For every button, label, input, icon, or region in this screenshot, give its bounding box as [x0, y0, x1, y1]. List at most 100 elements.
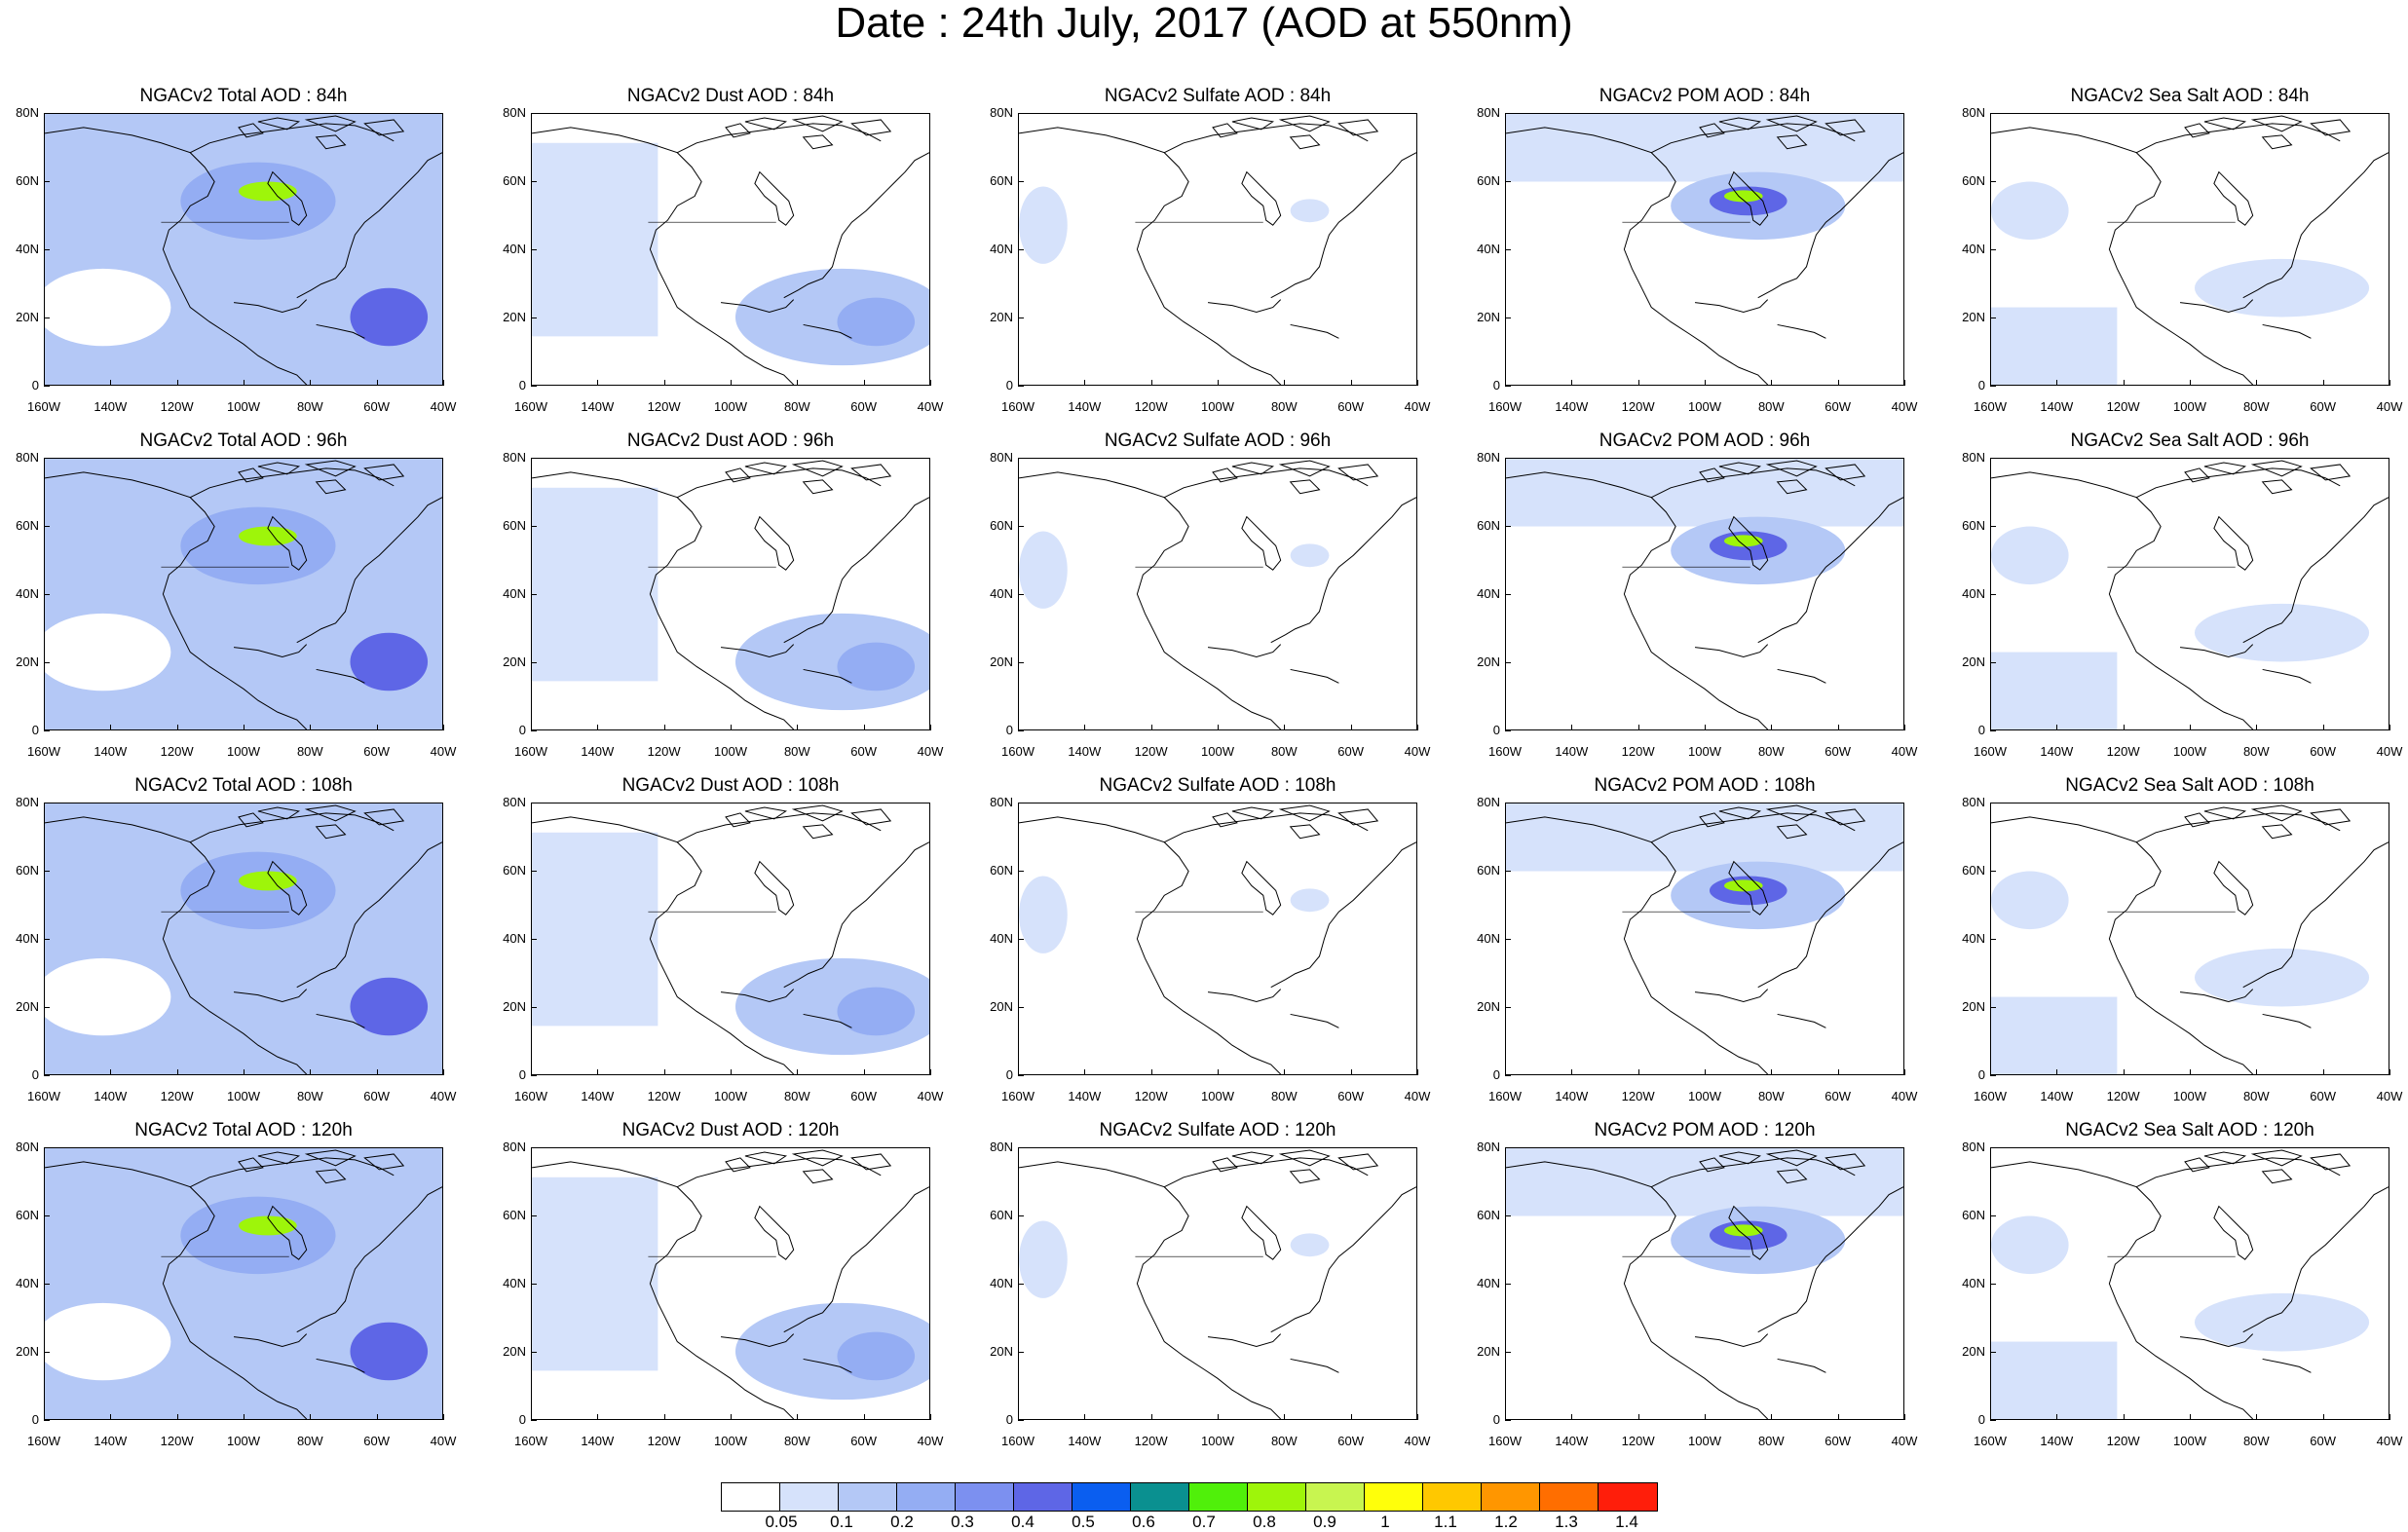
lon-tick	[2123, 1414, 2125, 1420]
lon-tick	[176, 1069, 178, 1075]
lat-tick-label: 40N	[1962, 931, 1985, 946]
aod-region	[239, 871, 297, 891]
lat-tick	[1018, 526, 1024, 527]
lon-tick-label: 140W	[2040, 1089, 2074, 1103]
lon-tick-label: 140W	[1555, 399, 1589, 414]
coastline	[1506, 812, 1903, 1074]
coastline	[238, 460, 405, 495]
lat-tick	[531, 871, 537, 872]
aod-region	[239, 526, 297, 546]
lat-tick	[531, 1284, 537, 1285]
lat-tick	[1018, 871, 1024, 872]
aod-region	[1991, 996, 2118, 1074]
coastline	[1991, 123, 2389, 385]
lat-tick-label: 20N	[1477, 999, 1500, 1014]
lon-tick	[1571, 1069, 1573, 1075]
lon-tick	[2190, 725, 2191, 730]
lat-tick	[44, 730, 50, 731]
aod-field	[1019, 115, 1416, 385]
coastline	[532, 812, 929, 1074]
lat-tick-label: 60N	[990, 173, 1013, 188]
colorbar-swatch	[1306, 1483, 1365, 1511]
aod-region	[1723, 1224, 1763, 1237]
lon-tick	[443, 1069, 444, 1075]
coastline	[238, 115, 405, 150]
lon-tick	[443, 725, 444, 730]
lon-tick	[1637, 380, 1639, 386]
aod-region	[1019, 186, 1068, 264]
lon-tick-label: 40W	[917, 1434, 944, 1448]
coastline	[1506, 123, 1903, 385]
lon-tick	[2123, 380, 2125, 386]
aod-region	[1506, 459, 1903, 527]
lat-tick-label: 60N	[990, 863, 1013, 878]
lon-tick-label: 140W	[581, 1434, 615, 1448]
lon-tick	[44, 1414, 45, 1420]
lon-tick-label: 160W	[27, 399, 60, 414]
lon-tick	[310, 1414, 312, 1420]
lat-tick-label: 80N	[990, 795, 1013, 809]
lon-tick	[930, 1414, 931, 1420]
aod-field	[1019, 1149, 1416, 1419]
lon-tick-label: 160W	[514, 1089, 547, 1103]
lat-tick	[531, 386, 537, 387]
lat-tick	[1990, 1284, 1996, 1285]
lon-tick-label: 40W	[430, 1089, 457, 1103]
coastline	[2184, 1149, 2352, 1184]
colorbar-label: 1.1	[1434, 1513, 1457, 1531]
lat-tick	[1990, 458, 1996, 459]
panel-title: NGACv2 Dust AOD : 108h	[621, 775, 840, 796]
lat-tick-label: 60N	[1477, 518, 1500, 533]
lon-tick-label: 100W	[1201, 744, 1234, 759]
lon-tick-label: 100W	[227, 1089, 260, 1103]
lon-tick	[1150, 380, 1152, 386]
aod-field	[1019, 460, 1416, 729]
aod-region	[350, 287, 429, 347]
lon-tick-label: 40W	[2376, 399, 2403, 414]
map-panel: NGACv2 Total AOD : 84h 80N 60N 40N 20N 0 160W 1…	[0, 86, 487, 430]
lat-tick-label: 20N	[1962, 310, 1985, 324]
lon-tick	[1084, 1069, 1086, 1075]
lat-tick-label: 0	[1492, 1067, 1500, 1082]
lat-tick	[1505, 871, 1511, 872]
lon-tick	[1771, 1414, 1773, 1420]
lon-tick	[731, 725, 732, 730]
lat-tick	[1990, 730, 1996, 731]
lon-tick	[1637, 725, 1639, 730]
lat-tick-label: 0	[1005, 723, 1013, 737]
map-frame	[1505, 1147, 1904, 1420]
lon-tick	[1505, 725, 1506, 730]
lon-tick	[1990, 725, 1991, 730]
lon-tick	[663, 1069, 665, 1075]
lon-tick	[2190, 1414, 2191, 1420]
lat-tick-label: 80N	[1962, 450, 1985, 465]
coastline	[725, 460, 892, 495]
lon-tick-label: 160W	[1001, 399, 1035, 414]
aod-region	[1991, 1341, 2118, 1419]
lon-tick	[1705, 1069, 1706, 1075]
lat-tick-label: 60N	[990, 1208, 1013, 1222]
lon-tick	[176, 725, 178, 730]
lat-tick-label: 80N	[503, 450, 526, 465]
lon-tick	[1990, 1414, 1991, 1420]
lat-tick	[1505, 1147, 1511, 1148]
lat-tick-label: 20N	[503, 999, 526, 1014]
lat-tick	[1505, 730, 1511, 731]
lon-tick	[531, 725, 532, 730]
lon-tick-label: 60W	[363, 1089, 391, 1103]
coastline	[1506, 467, 1903, 729]
lon-tick-label: 100W	[227, 744, 260, 759]
lat-tick-label: 40N	[503, 242, 526, 256]
lat-tick	[1990, 662, 1996, 663]
lon-tick	[1705, 1414, 1706, 1420]
aod-region	[45, 957, 171, 1036]
lon-tick-label: 140W	[1068, 399, 1102, 414]
lat-tick	[1018, 1215, 1024, 1216]
lon-tick	[1284, 380, 1286, 386]
lon-tick-label: 160W	[1974, 1089, 2007, 1103]
lat-tick-label: 80N	[990, 450, 1013, 465]
lat-tick	[1505, 113, 1511, 114]
lon-tick-label: 140W	[1068, 1089, 1102, 1103]
aod-region	[350, 632, 429, 691]
lon-tick-label: 80W	[2242, 399, 2270, 414]
